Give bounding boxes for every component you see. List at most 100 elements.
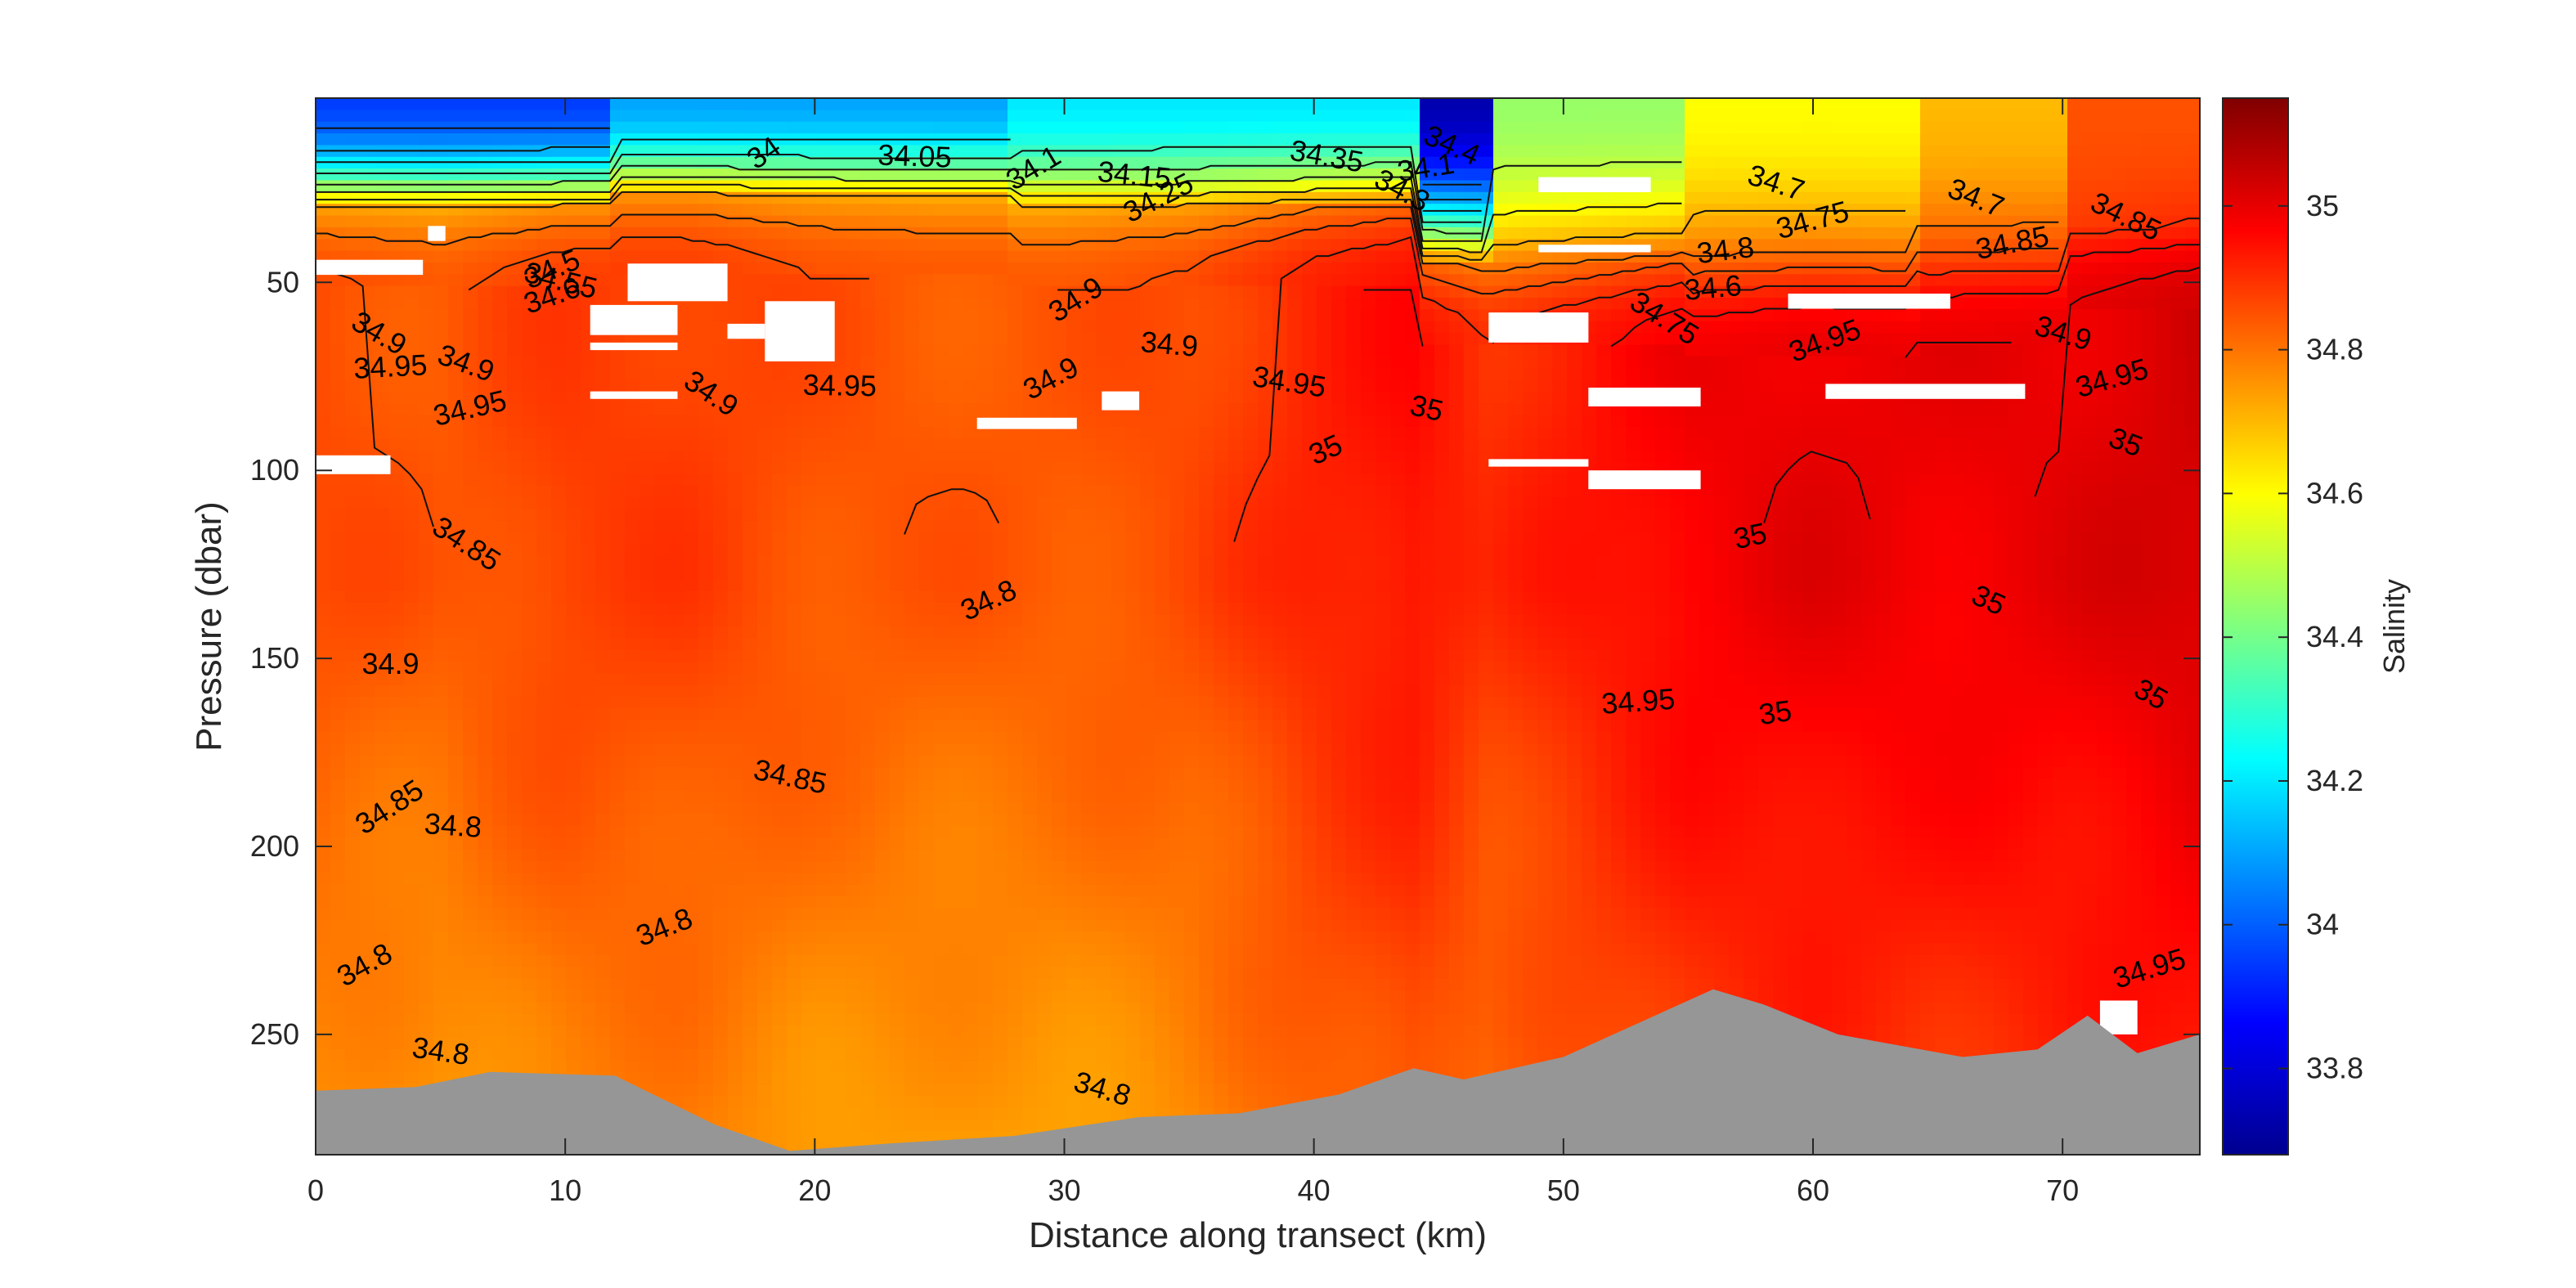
field-cell <box>463 473 478 487</box>
field-cell <box>1037 767 1052 780</box>
field-cell <box>654 462 670 475</box>
field-cell <box>522 379 537 393</box>
field-cell <box>507 849 523 862</box>
field-cell <box>787 919 802 933</box>
field-cell <box>1022 379 1038 393</box>
field-cell <box>507 873 523 886</box>
field-cell <box>316 908 331 921</box>
field-cell <box>492 333 508 346</box>
field-cell <box>507 896 523 909</box>
field-cell <box>478 450 493 463</box>
field-cell <box>551 532 567 545</box>
field-cell <box>330 614 346 627</box>
field-cell <box>522 462 537 475</box>
field-cell <box>654 98 670 111</box>
field-cell <box>743 826 758 839</box>
field-cell <box>1022 1037 1038 1050</box>
field-cell <box>772 978 788 991</box>
field-cell <box>698 168 714 182</box>
field-cell <box>993 861 1008 874</box>
field-cell <box>566 555 581 569</box>
field-cell <box>463 884 478 897</box>
field-cell <box>419 978 434 991</box>
field-cell <box>1037 1048 1052 1061</box>
field-cell <box>566 110 581 123</box>
field-cell <box>566 967 581 980</box>
field-cell <box>375 298 390 311</box>
field-cell <box>610 802 626 815</box>
field-cell <box>1037 743 1052 756</box>
field-cell <box>581 168 596 182</box>
field-cell <box>772 274 788 287</box>
field-cell <box>610 649 626 662</box>
field-cell <box>360 779 375 792</box>
field-cell <box>1081 532 1097 545</box>
field-cell <box>1037 720 1052 733</box>
field-cell <box>890 614 905 627</box>
field-cell <box>1037 391 1052 405</box>
field-cell <box>890 919 905 933</box>
field-cell <box>978 1096 994 1109</box>
field-cell <box>728 626 743 640</box>
field-cell <box>433 720 449 733</box>
field-cell <box>595 919 611 933</box>
field-cell <box>698 873 714 886</box>
field-cell <box>433 826 449 839</box>
field-cell <box>595 990 611 1003</box>
field-cell <box>743 568 758 581</box>
field-cell <box>492 638 508 651</box>
field-cell <box>522 649 537 662</box>
field-cell <box>448 1061 464 1074</box>
field-cell <box>890 603 905 616</box>
field-cell <box>816 462 832 475</box>
field-cell <box>595 579 611 592</box>
field-cell <box>713 156 729 169</box>
field-cell <box>963 708 979 721</box>
field-cell <box>801 814 817 827</box>
field-cell <box>993 145 1008 158</box>
field-cell <box>860 321 876 334</box>
field-cell <box>389 967 405 980</box>
field-cell <box>1081 121 1097 134</box>
field-cell <box>698 110 714 123</box>
field-cell <box>713 415 729 428</box>
field-cell <box>698 497 714 510</box>
field-cell <box>934 191 949 204</box>
field-cell <box>816 896 832 909</box>
field-cell <box>904 720 920 733</box>
field-cell <box>316 403 331 416</box>
field-cell <box>890 168 905 182</box>
field-cell <box>375 978 390 991</box>
field-cell <box>860 1131 876 1144</box>
field-cell <box>875 1013 891 1026</box>
field-cell <box>757 1037 773 1050</box>
field-cell <box>507 767 523 780</box>
field-cell <box>581 896 596 909</box>
field-cell <box>478 497 493 510</box>
field-cell <box>860 755 876 769</box>
field-cell <box>345 485 361 498</box>
field-cell <box>875 450 891 463</box>
field-cell <box>448 755 464 769</box>
field-cell <box>478 896 493 909</box>
field-cell <box>316 861 331 874</box>
field-cell <box>757 121 773 134</box>
field-cell <box>757 1002 773 1015</box>
field-cell <box>478 943 493 956</box>
field-cell <box>1008 239 1023 252</box>
field-cell <box>816 403 832 416</box>
field-cell <box>463 333 478 346</box>
field-cell <box>1022 438 1038 451</box>
field-cell <box>890 1037 905 1050</box>
field-cell <box>360 791 375 804</box>
field-cell <box>757 1013 773 1026</box>
field-cell <box>463 603 478 616</box>
field-cell <box>640 732 655 745</box>
field-cell <box>536 321 552 334</box>
field-cell <box>684 590 699 604</box>
field-cell <box>1111 485 1126 498</box>
field-cell <box>846 684 861 698</box>
field-cell <box>419 861 434 874</box>
field-cell <box>919 520 935 533</box>
field-cell <box>993 779 1008 792</box>
